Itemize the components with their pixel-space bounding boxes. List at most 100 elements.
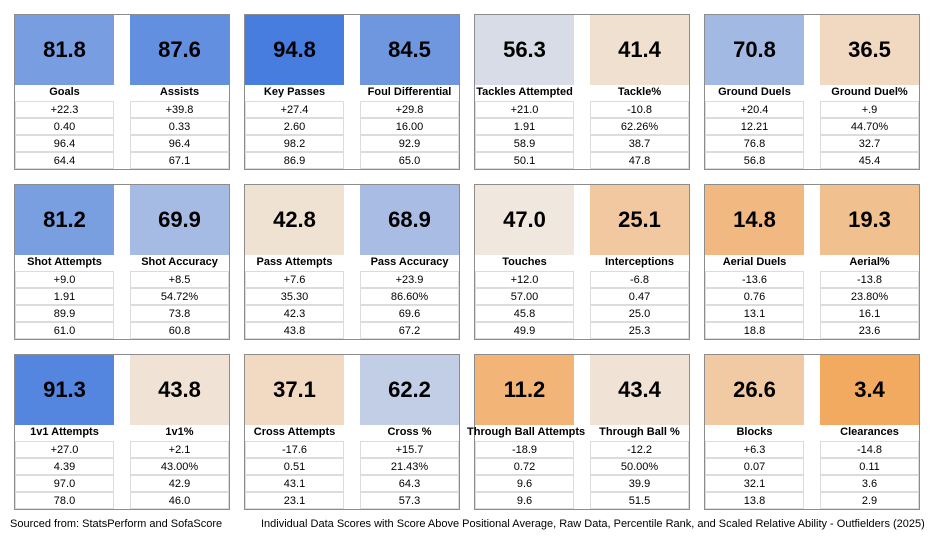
stat-cell: -13.6 [705, 271, 804, 288]
score-box: 19.3 [820, 185, 919, 255]
stat-cell: 16.1 [820, 305, 919, 322]
stat-cell: 16.00 [360, 118, 459, 135]
stat-cell: 61.0 [15, 322, 114, 339]
stat-cell: 62.26% [590, 118, 689, 135]
stat-cell: 46.0 [130, 492, 229, 509]
score-box: 70.8 [705, 15, 804, 85]
metric-label: Interceptions [604, 256, 675, 268]
stat-cell: 25.3 [590, 322, 689, 339]
metric-label: Aerial% [849, 256, 890, 268]
stat-cell: 97.0 [15, 475, 114, 492]
score-box: 47.0 [475, 185, 574, 255]
score-box: 41.4 [590, 15, 689, 85]
metric-label: Clearances [840, 426, 899, 438]
stat-cell: +27.4 [245, 101, 344, 118]
stat-cell: +39.8 [130, 101, 229, 118]
stat-cell: +22.3 [15, 101, 114, 118]
score-box: 43.8 [130, 355, 229, 425]
metric-label: Goals [49, 86, 80, 98]
stat-cell: 1.91 [15, 288, 114, 305]
stat-cell: -10.8 [590, 101, 689, 118]
stat-cell: 50.1 [475, 152, 574, 169]
score-box: 69.9 [130, 185, 229, 255]
stat-cell: 78.0 [15, 492, 114, 509]
stat-cell: 45.8 [475, 305, 574, 322]
score-box: 87.6 [130, 15, 229, 85]
stat-cell: 38.7 [590, 135, 689, 152]
stat-cell: 0.40 [15, 118, 114, 135]
stat-cell: 57.00 [475, 288, 574, 305]
stat-cell: -17.6 [245, 441, 344, 458]
stat-cell: 2.9 [820, 492, 919, 509]
stat-cell: -13.8 [820, 271, 919, 288]
score-box: 62.2 [360, 355, 459, 425]
stat-cell: 21.43% [360, 458, 459, 475]
metric-label: Touches [502, 256, 547, 268]
group-frame [474, 184, 690, 340]
stat-cell: +27.0 [15, 441, 114, 458]
caption: Individual Data Scores with Score Above … [261, 518, 925, 530]
stat-cell: 57.3 [360, 492, 459, 509]
group-frame [474, 14, 690, 170]
stat-cell: +21.0 [475, 101, 574, 118]
stat-cell: 23.1 [245, 492, 344, 509]
metric-label: Shot Accuracy [141, 256, 218, 268]
stat-cell: +12.0 [475, 271, 574, 288]
stat-cell: 0.47 [590, 288, 689, 305]
stat-cell: 32.7 [820, 135, 919, 152]
stat-cell: +8.5 [130, 271, 229, 288]
metric-label: Foul Differential [367, 86, 452, 98]
score-box: 81.2 [15, 185, 114, 255]
stat-cell: 56.8 [705, 152, 804, 169]
metric-label: 1v1 Attempts [30, 426, 99, 438]
stat-cell: 98.2 [245, 135, 344, 152]
stat-cell: +23.9 [360, 271, 459, 288]
metric-label: Cross % [387, 426, 432, 438]
metric-label: 1v1% [165, 426, 194, 438]
score-box: 36.5 [820, 15, 919, 85]
stat-cell: 4.39 [15, 458, 114, 475]
stat-cell: +29.8 [360, 101, 459, 118]
stat-cell: -18.9 [475, 441, 574, 458]
stat-cell: 86.9 [245, 152, 344, 169]
stat-cell: +20.4 [705, 101, 804, 118]
stat-cell: 89.9 [15, 305, 114, 322]
score-box: 3.4 [820, 355, 919, 425]
stat-cell: +6.3 [705, 441, 804, 458]
group-frame [244, 184, 460, 340]
metric-label: Cross Attempts [253, 426, 336, 438]
group-frame [704, 184, 920, 340]
stat-cell: 69.6 [360, 305, 459, 322]
stat-cell: 0.76 [705, 288, 804, 305]
stat-cell: -6.8 [590, 271, 689, 288]
metric-label: Blocks [736, 426, 773, 438]
metric-label: Shot Attempts [27, 256, 102, 268]
metric-label: Ground Duel% [831, 86, 908, 98]
stat-cell: 58.9 [475, 135, 574, 152]
score-box: 68.9 [360, 185, 459, 255]
metric-label: Pass Attempts [256, 256, 333, 268]
stat-cell: +15.7 [360, 441, 459, 458]
stat-cell: 49.9 [475, 322, 574, 339]
stat-cell: 45.4 [820, 152, 919, 169]
stat-cell: 42.3 [245, 305, 344, 322]
stat-cell: 9.6 [475, 492, 574, 509]
group-frame [704, 354, 920, 510]
stat-cell: 23.80% [820, 288, 919, 305]
stat-cell: 43.00% [130, 458, 229, 475]
stat-cell: +2.1 [130, 441, 229, 458]
stat-cell: 43.1 [245, 475, 344, 492]
stat-cell: 0.72 [475, 458, 574, 475]
stat-cell: -12.2 [590, 441, 689, 458]
stat-cell: 73.8 [130, 305, 229, 322]
metric-label: Ground Duels [718, 86, 791, 98]
stat-cell: 0.11 [820, 458, 919, 475]
stat-cell: -14.8 [820, 441, 919, 458]
stat-cell: 13.8 [705, 492, 804, 509]
group-frame [14, 354, 230, 510]
stat-cell: 60.8 [130, 322, 229, 339]
score-box: 11.2 [475, 355, 574, 425]
score-box: 43.4 [590, 355, 689, 425]
stat-cell: 65.0 [360, 152, 459, 169]
